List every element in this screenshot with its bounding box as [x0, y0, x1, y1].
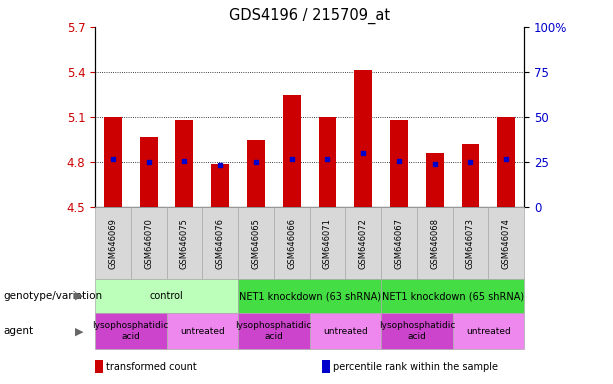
Bar: [283, 94, 300, 207]
Text: GSM646071: GSM646071: [323, 218, 332, 269]
Bar: [354, 71, 372, 207]
Text: GSM646072: GSM646072: [359, 218, 368, 269]
Bar: [390, 120, 408, 207]
Text: untreated: untreated: [466, 327, 511, 336]
Text: GSM646075: GSM646075: [180, 218, 189, 269]
Text: percentile rank within the sample: percentile rank within the sample: [333, 361, 498, 372]
Bar: [462, 144, 479, 207]
Bar: [319, 117, 337, 207]
Bar: [497, 117, 515, 207]
Bar: [426, 153, 444, 207]
Text: untreated: untreated: [323, 327, 368, 336]
Text: agent: agent: [3, 326, 33, 336]
Text: genotype/variation: genotype/variation: [3, 291, 102, 301]
Text: GSM646073: GSM646073: [466, 218, 475, 269]
Text: GSM646068: GSM646068: [430, 218, 440, 269]
Text: GSM646067: GSM646067: [394, 218, 403, 269]
Bar: [140, 137, 158, 207]
Text: NET1 knockdown (63 shRNA): NET1 knockdown (63 shRNA): [238, 291, 381, 301]
Text: NET1 knockdown (65 shRNA): NET1 knockdown (65 shRNA): [381, 291, 524, 301]
Text: transformed count: transformed count: [106, 361, 197, 372]
Bar: [175, 120, 193, 207]
Text: lysophosphatidic
acid: lysophosphatidic acid: [235, 321, 312, 341]
Text: lysophosphatidic
acid: lysophosphatidic acid: [379, 321, 455, 341]
Bar: [247, 140, 265, 207]
Bar: [211, 164, 229, 207]
Text: GSM646076: GSM646076: [216, 218, 225, 269]
Text: GSM646066: GSM646066: [287, 218, 296, 269]
Text: GSM646074: GSM646074: [501, 218, 511, 269]
Text: GSM646069: GSM646069: [109, 218, 118, 269]
Text: ▶: ▶: [75, 326, 84, 336]
Text: GSM646070: GSM646070: [144, 218, 153, 269]
Text: untreated: untreated: [180, 327, 225, 336]
Bar: [104, 117, 122, 207]
Title: GDS4196 / 215709_at: GDS4196 / 215709_at: [229, 8, 390, 24]
Text: GSM646065: GSM646065: [251, 218, 261, 269]
Text: lysophosphatidic
acid: lysophosphatidic acid: [93, 321, 169, 341]
Text: control: control: [150, 291, 183, 301]
Text: ▶: ▶: [75, 291, 84, 301]
